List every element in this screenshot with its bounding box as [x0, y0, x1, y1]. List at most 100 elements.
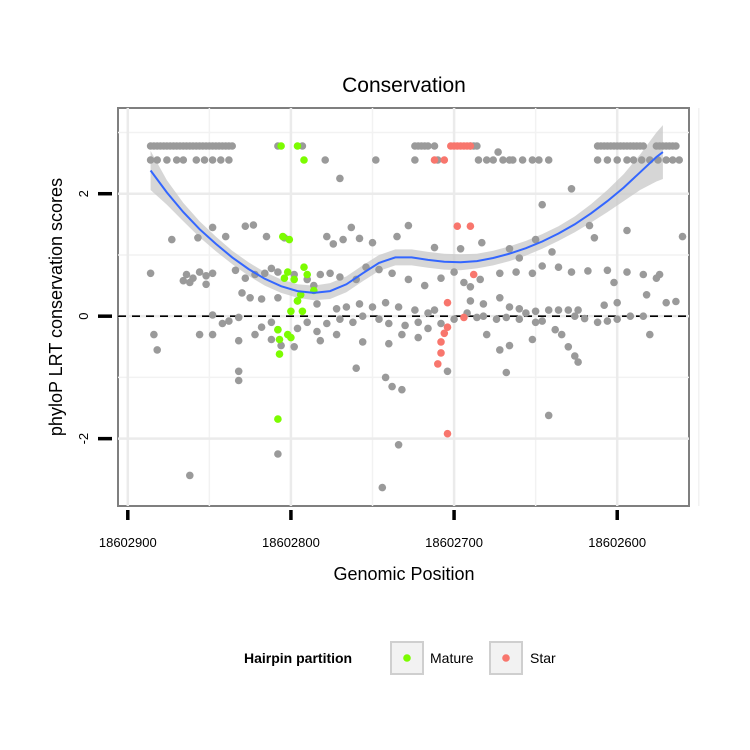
- data-point-other: [505, 303, 514, 311]
- data-point-other: [146, 156, 155, 164]
- data-point-other: [313, 300, 321, 308]
- data-point-other: [479, 300, 488, 308]
- data-point-other: [557, 330, 566, 339]
- data-point-other: [496, 269, 504, 278]
- data-point-other: [538, 317, 546, 325]
- data-point-other: [642, 291, 651, 299]
- data-point-other: [489, 156, 498, 164]
- data-point-other: [153, 346, 161, 354]
- data-point-other: [496, 294, 504, 302]
- data-point-other: [323, 232, 331, 241]
- data-point-other: [228, 142, 236, 150]
- data-point-other: [217, 156, 225, 164]
- data-point-other: [502, 313, 511, 322]
- data-point-other: [478, 238, 486, 247]
- data-point-other: [450, 315, 458, 324]
- data-point-other: [474, 156, 483, 164]
- data-point-other: [182, 270, 191, 279]
- data-point-star: [466, 222, 475, 230]
- data-point-other: [420, 281, 429, 290]
- data-point-other: [381, 298, 390, 307]
- data-point-other: [332, 305, 341, 313]
- data-point-other: [249, 221, 258, 229]
- data-point-other: [528, 269, 537, 278]
- data-point-other: [398, 330, 406, 339]
- legend-marker-star: [502, 654, 510, 662]
- data-point-other: [424, 309, 432, 317]
- smooth-trend-line: [149, 151, 664, 294]
- data-point-mature: [287, 307, 295, 316]
- data-point-other: [584, 267, 592, 275]
- data-point-other: [355, 300, 364, 308]
- data-point-other: [231, 266, 240, 275]
- data-point-other: [336, 273, 344, 281]
- data-point-other: [580, 314, 589, 323]
- data-point-other: [613, 315, 621, 324]
- data-point-other: [293, 324, 302, 333]
- data-point-star: [469, 270, 478, 279]
- data-point-other: [522, 309, 530, 317]
- data-point-mature: [303, 270, 312, 279]
- data-point-star: [443, 323, 452, 332]
- data-point-star: [443, 429, 452, 438]
- data-point-other: [456, 245, 465, 253]
- data-point-other: [321, 156, 330, 164]
- data-point-mature: [279, 232, 287, 241]
- data-point-other: [241, 274, 250, 283]
- data-point-other: [564, 306, 573, 314]
- data-point-other: [512, 268, 520, 276]
- data-point-other: [567, 268, 576, 276]
- data-point-other: [234, 313, 243, 322]
- data-point-other: [349, 318, 357, 327]
- data-point-mature: [300, 156, 308, 164]
- data-point-other: [466, 283, 475, 291]
- legend-label-star: Star: [530, 650, 556, 666]
- data-point-other: [394, 303, 403, 311]
- data-point-other: [515, 254, 524, 262]
- data-point-other: [267, 335, 276, 344]
- data-point-other: [316, 270, 325, 279]
- data-point-other: [375, 315, 383, 324]
- data-point-other: [430, 142, 439, 150]
- data-point-other: [424, 324, 432, 333]
- y-axis: -2 0 2: [76, 190, 112, 444]
- data-point-other: [381, 373, 390, 382]
- data-point-other: [208, 156, 217, 164]
- data-point-other: [262, 232, 271, 241]
- data-point-other: [515, 305, 524, 313]
- x-axis-label: Genomic Position: [333, 564, 474, 584]
- data-point-other: [200, 156, 209, 164]
- data-point-other: [603, 266, 612, 275]
- data-point-other: [225, 317, 233, 325]
- data-point-other: [208, 269, 217, 278]
- y-tick-label: 0: [76, 313, 91, 320]
- data-point-other: [515, 315, 524, 324]
- data-point-other: [195, 330, 204, 339]
- data-point-other: [218, 319, 227, 328]
- data-point-star: [437, 349, 445, 357]
- smooth-line-path: [149, 151, 664, 294]
- x-tick-label: 18602800: [262, 535, 320, 550]
- y-tick-label: -2: [76, 433, 91, 445]
- plot-panel: [117, 107, 700, 507]
- data-point-other: [342, 303, 351, 311]
- data-point-other: [208, 330, 217, 339]
- data-point-other: [168, 235, 176, 244]
- data-point-other: [590, 234, 599, 242]
- data-point-other: [610, 278, 618, 287]
- data-point-other: [623, 156, 631, 164]
- data-point-other: [672, 297, 680, 306]
- data-point-other: [629, 156, 638, 164]
- data-point-other: [544, 156, 553, 164]
- data-point-other: [505, 341, 514, 350]
- data-point-other: [339, 235, 347, 244]
- data-point-other: [466, 297, 475, 305]
- data-point-star: [443, 298, 452, 307]
- data-point-star: [440, 156, 449, 164]
- confidence-band-area: [150, 125, 663, 301]
- data-point-other: [639, 312, 648, 321]
- data-point-other: [261, 269, 269, 278]
- data-point-other: [202, 272, 210, 280]
- data-point-mature: [287, 333, 295, 342]
- data-point-other: [473, 313, 481, 322]
